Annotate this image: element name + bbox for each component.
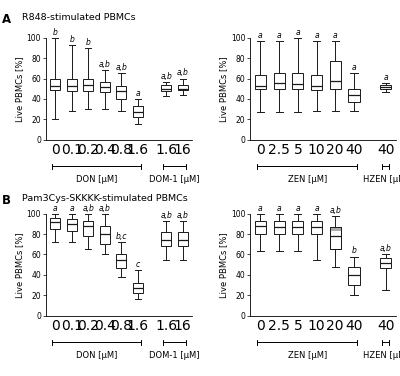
Bar (274, 73, 285, 89)
Text: b: b (86, 38, 91, 47)
Bar (330, 61, 341, 89)
Text: a,b: a,b (82, 203, 94, 212)
Bar (348, 89, 360, 102)
Bar (161, 85, 171, 91)
Text: Pam3Cys-SKKKK-stimulated PBMCs: Pam3Cys-SKKKK-stimulated PBMCs (22, 194, 188, 203)
Text: a: a (384, 73, 388, 82)
Text: a: a (258, 203, 263, 212)
Text: a: a (314, 31, 319, 39)
Bar (292, 73, 304, 89)
Bar (311, 221, 322, 234)
Bar (348, 267, 360, 285)
Text: DON [μM]: DON [μM] (76, 351, 117, 359)
Bar (255, 221, 266, 234)
Text: a: a (53, 203, 58, 212)
Text: DON [μM]: DON [μM] (76, 175, 117, 183)
Bar (274, 221, 285, 234)
Y-axis label: Live PBMCs [%]: Live PBMCs [%] (219, 232, 228, 297)
Text: a: a (69, 203, 74, 212)
Text: a: a (136, 89, 140, 98)
Bar (100, 82, 110, 92)
Bar (330, 227, 341, 249)
Y-axis label: Live PBMCs [%]: Live PBMCs [%] (15, 56, 24, 121)
Text: a,b: a,b (177, 211, 189, 220)
Text: a: a (333, 31, 338, 39)
Text: c: c (136, 260, 140, 269)
Bar (311, 76, 322, 90)
Bar (83, 79, 93, 91)
Bar (133, 283, 143, 293)
Text: a: a (277, 31, 282, 39)
Text: a,b: a,b (380, 244, 392, 253)
Bar (116, 86, 126, 99)
Text: a: a (296, 27, 300, 36)
Text: b,c: b,c (116, 232, 127, 241)
Text: ZEN [μM]: ZEN [μM] (288, 351, 327, 359)
Text: ZEN [μM]: ZEN [μM] (288, 175, 327, 183)
Bar (83, 221, 93, 236)
Bar (178, 232, 188, 246)
Text: DOM-1 [μM]: DOM-1 [μM] (149, 175, 200, 183)
Text: a,b: a,b (177, 68, 189, 77)
Text: a: a (277, 203, 282, 212)
Text: a,b: a,b (160, 211, 172, 220)
Bar (330, 227, 341, 231)
Bar (330, 227, 341, 249)
Bar (50, 79, 60, 90)
Bar (67, 219, 77, 231)
Text: a,b: a,b (116, 64, 127, 72)
Text: a,b: a,b (99, 60, 111, 69)
Text: A: A (2, 13, 11, 26)
Text: a,b: a,b (329, 206, 341, 215)
Text: DOM-1 [μM]: DOM-1 [μM] (149, 351, 200, 359)
Bar (161, 232, 171, 246)
Text: b: b (69, 35, 74, 44)
Text: R848-stimulated PBMCs: R848-stimulated PBMCs (22, 13, 136, 22)
Bar (100, 226, 110, 244)
Text: a: a (258, 31, 263, 39)
Text: B: B (2, 194, 11, 207)
Bar (255, 76, 266, 89)
Bar (133, 106, 143, 117)
Text: a: a (352, 64, 356, 72)
Text: b: b (53, 27, 58, 36)
Bar (67, 79, 77, 91)
Text: a,b: a,b (99, 203, 111, 212)
Bar (178, 85, 188, 90)
Bar (116, 255, 126, 268)
Text: a: a (314, 203, 319, 212)
Y-axis label: Live PBMCs [%]: Live PBMCs [%] (15, 232, 24, 297)
Text: b: b (352, 247, 356, 255)
Bar (380, 85, 391, 89)
Y-axis label: Live PBMCs [%]: Live PBMCs [%] (219, 56, 228, 121)
Text: HZEN [μM]: HZEN [μM] (363, 175, 400, 183)
Text: a: a (296, 203, 300, 212)
Text: HZEN [μM]: HZEN [μM] (363, 351, 400, 359)
Bar (380, 258, 391, 268)
Bar (292, 221, 304, 234)
Text: a,b: a,b (160, 71, 172, 80)
Bar (50, 218, 60, 229)
